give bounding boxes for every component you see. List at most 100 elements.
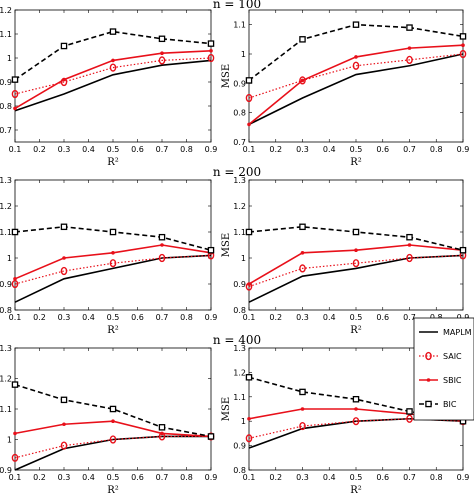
point-bic: [352, 21, 360, 28]
point-bic: [158, 424, 166, 431]
point-bic: [406, 24, 413, 31]
row-title: n = 400: [213, 333, 261, 347]
y-tick-label: 1.2: [0, 375, 12, 384]
x-tick-label: 0.2: [33, 313, 46, 322]
series-line-saic: [14, 254, 212, 285]
plot-frame: [248, 179, 464, 311]
point-sbic: [160, 51, 164, 55]
y-tick-label: 0.7: [233, 138, 246, 147]
x-tick-label: 0.8: [180, 473, 193, 482]
x-tick-label: 0.5: [350, 145, 363, 154]
y-tick-label: 1: [241, 50, 246, 59]
y-tick-label: 0.9: [233, 442, 246, 451]
y-tick-label: 1.2: [0, 6, 12, 15]
panel: 0.1 0.2 0.3 0.4 0.5 0.6 0.7 0.8 0.9 0.7 0.8 0.9 1 1.1…: [221, 9, 469, 168]
y-tick-label: 1.2: [233, 368, 246, 377]
point-bic: [406, 233, 413, 241]
legend-marker: [426, 378, 431, 382]
x-tick-label: 0.2: [269, 313, 282, 322]
point-bic: [207, 40, 215, 47]
point-sbic: [247, 122, 251, 127]
point-bic: [109, 228, 117, 236]
x-axis-label: R²: [107, 485, 119, 496]
y-axis-label: MSE: [221, 64, 232, 88]
x-tick-label: 0.3: [296, 313, 309, 322]
panel: 0.1 0.2 0.3 0.4 0.5 0.6 0.7 0.8 0.9 0.9 1 1.1 1.2 1.3…: [0, 344, 217, 496]
point-sbic: [300, 78, 305, 83]
point-saic: [299, 76, 306, 85]
point-bic: [245, 77, 253, 84]
point-bic: [352, 395, 360, 403]
point-saic: [406, 253, 413, 263]
x-tick-label: 0.1: [9, 473, 22, 482]
point-sbic: [407, 46, 412, 50]
x-tick-label: 0.5: [107, 473, 120, 482]
x-axis-label: R²: [350, 157, 362, 168]
point-saic: [299, 264, 306, 273]
x-tick-label: 0.4: [82, 145, 95, 154]
x-tick-label: 0.5: [107, 313, 120, 322]
point-sbic: [160, 431, 164, 436]
x-tick-label: 0.9: [457, 313, 470, 322]
y-tick-label: 1: [7, 436, 12, 445]
y-tick-label: 0.9: [233, 79, 246, 88]
point-bic: [459, 246, 467, 254]
point-bic: [109, 405, 117, 413]
point-sbic: [354, 55, 358, 59]
x-tick-label: 0.6: [376, 145, 389, 154]
x-tick-label: 0.3: [58, 313, 71, 322]
point-saic: [352, 61, 360, 70]
y-tick-label: 1.2: [233, 202, 246, 211]
x-tick-label: 0.2: [269, 473, 282, 482]
y-tick-label: 1.1: [233, 21, 246, 30]
x-tick-label: 0.1: [243, 313, 256, 322]
x-tick-label: 0.8: [430, 145, 443, 154]
point-sbic: [62, 77, 66, 82]
y-tick-label: 0.7: [0, 126, 12, 135]
row-title: n = 200: [213, 165, 261, 179]
series-line-maplm: [14, 59, 212, 112]
x-tick-label: 0.9: [457, 473, 470, 482]
point-sbic: [13, 106, 17, 111]
y-tick-label: 1: [241, 417, 246, 426]
y-tick-label: 0.9: [0, 280, 12, 289]
point-saic: [245, 434, 253, 443]
x-tick-label: 0.3: [58, 473, 71, 482]
series-line-maplm: [248, 53, 464, 126]
legend-marker: [425, 351, 432, 361]
point-bic: [60, 223, 68, 231]
x-tick-label: 0.6: [131, 473, 144, 482]
y-tick-label: 0.9: [0, 466, 12, 475]
point-bic: [11, 381, 19, 388]
legend-label: SAIC: [443, 352, 462, 361]
row-title: n = 100: [213, 0, 261, 11]
y-tick-label: 1: [241, 254, 246, 263]
x-axis-label: R²: [350, 485, 362, 496]
y-tick-label: 0.8: [233, 109, 246, 118]
point-sbic: [62, 422, 66, 427]
point-bic: [11, 228, 19, 236]
point-saic: [60, 441, 68, 450]
point-sbic: [13, 277, 17, 281]
x-tick-label: 0.4: [323, 313, 336, 322]
point-saic: [158, 56, 166, 65]
point-saic: [11, 279, 19, 289]
point-sbic: [111, 58, 115, 63]
x-tick-label: 0.9: [205, 313, 218, 322]
x-tick-label: 0.4: [82, 313, 95, 322]
y-tick-label: 1.3: [233, 176, 246, 185]
point-sbic: [209, 49, 213, 53]
point-bic: [245, 228, 253, 236]
point-saic: [109, 259, 117, 268]
x-tick-label: 0.3: [58, 145, 71, 154]
legend-box: [413, 317, 474, 421]
x-tick-label: 0.7: [156, 473, 169, 482]
x-tick-label: 0.2: [269, 145, 282, 154]
point-sbic: [247, 416, 251, 421]
plot-frame: [248, 9, 464, 143]
x-tick-label: 0.6: [131, 145, 144, 154]
point-bic: [299, 223, 306, 231]
series-line-saic: [248, 418, 464, 439]
panel: 0.1 0.2 0.3 0.4 0.5 0.6 0.7 0.8 0.9 0.8 0.9 1 1.1 1.2…: [0, 176, 217, 336]
